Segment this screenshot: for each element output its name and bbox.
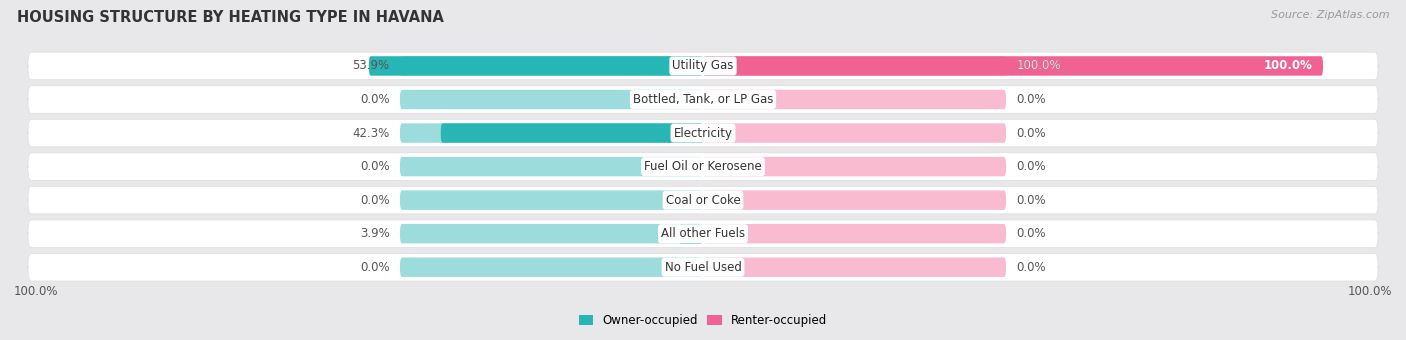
- Text: 0.0%: 0.0%: [1017, 93, 1046, 106]
- Text: No Fuel Used: No Fuel Used: [665, 261, 741, 274]
- Text: 0.0%: 0.0%: [1017, 227, 1046, 240]
- FancyBboxPatch shape: [703, 157, 1007, 176]
- FancyBboxPatch shape: [28, 153, 1378, 180]
- FancyBboxPatch shape: [28, 52, 1378, 80]
- FancyBboxPatch shape: [703, 224, 1007, 243]
- FancyBboxPatch shape: [703, 190, 1007, 210]
- FancyBboxPatch shape: [703, 56, 1007, 76]
- Text: 0.0%: 0.0%: [360, 160, 389, 173]
- Text: 0.0%: 0.0%: [1017, 261, 1046, 274]
- FancyBboxPatch shape: [703, 90, 1007, 109]
- FancyBboxPatch shape: [703, 123, 1007, 143]
- Text: Coal or Coke: Coal or Coke: [665, 194, 741, 207]
- Text: Electricity: Electricity: [673, 126, 733, 139]
- Text: 100.0%: 100.0%: [1347, 285, 1392, 298]
- FancyBboxPatch shape: [703, 257, 1007, 277]
- FancyBboxPatch shape: [399, 123, 703, 143]
- Text: 100.0%: 100.0%: [1264, 59, 1313, 72]
- Text: 0.0%: 0.0%: [1017, 194, 1046, 207]
- Text: 0.0%: 0.0%: [360, 261, 389, 274]
- FancyBboxPatch shape: [28, 86, 1378, 113]
- Text: 3.9%: 3.9%: [360, 227, 389, 240]
- Text: 0.0%: 0.0%: [1017, 160, 1046, 173]
- FancyBboxPatch shape: [28, 119, 1378, 147]
- Text: 100.0%: 100.0%: [1017, 59, 1062, 72]
- Text: 53.9%: 53.9%: [353, 59, 389, 72]
- FancyBboxPatch shape: [440, 123, 703, 143]
- FancyBboxPatch shape: [399, 224, 703, 243]
- FancyBboxPatch shape: [703, 56, 1323, 76]
- FancyBboxPatch shape: [399, 56, 703, 76]
- Text: Fuel Oil or Kerosene: Fuel Oil or Kerosene: [644, 160, 762, 173]
- FancyBboxPatch shape: [28, 254, 1378, 281]
- Text: 0.0%: 0.0%: [360, 194, 389, 207]
- FancyBboxPatch shape: [679, 224, 703, 243]
- Text: 0.0%: 0.0%: [360, 93, 389, 106]
- Text: 100.0%: 100.0%: [1017, 59, 1062, 72]
- FancyBboxPatch shape: [28, 186, 1378, 214]
- Text: 42.3%: 42.3%: [353, 126, 389, 139]
- FancyBboxPatch shape: [28, 220, 1378, 248]
- Text: HOUSING STRUCTURE BY HEATING TYPE IN HAVANA: HOUSING STRUCTURE BY HEATING TYPE IN HAV…: [17, 10, 444, 25]
- Text: 0.0%: 0.0%: [1017, 126, 1046, 139]
- Text: Utility Gas: Utility Gas: [672, 59, 734, 72]
- FancyBboxPatch shape: [399, 157, 703, 176]
- FancyBboxPatch shape: [368, 56, 703, 76]
- Text: All other Fuels: All other Fuels: [661, 227, 745, 240]
- Legend: Owner-occupied, Renter-occupied: Owner-occupied, Renter-occupied: [574, 309, 832, 332]
- FancyBboxPatch shape: [399, 190, 703, 210]
- Text: 100.0%: 100.0%: [14, 285, 59, 298]
- Text: Source: ZipAtlas.com: Source: ZipAtlas.com: [1271, 10, 1389, 20]
- FancyBboxPatch shape: [399, 90, 703, 109]
- FancyBboxPatch shape: [399, 257, 703, 277]
- Text: Bottled, Tank, or LP Gas: Bottled, Tank, or LP Gas: [633, 93, 773, 106]
